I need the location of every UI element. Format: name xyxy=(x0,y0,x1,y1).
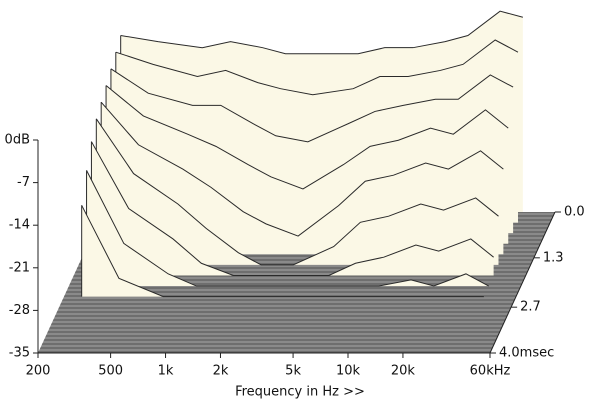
slice-fill xyxy=(81,205,484,297)
axes: 0dB -7 -14 -21 -28 -35 200 500 1k 2k 5k 10k 20k 60kHz… xyxy=(5,133,585,379)
x-tick-label: 20k xyxy=(391,364,416,379)
slice-line xyxy=(90,141,494,276)
x-tick-label: 2k xyxy=(213,364,229,379)
slice-line xyxy=(115,39,519,96)
slice-line xyxy=(100,101,504,237)
x-tick-label: 5k xyxy=(285,364,301,379)
slice-line xyxy=(95,118,499,266)
slice-fill xyxy=(96,118,499,265)
slice-line xyxy=(120,10,523,55)
surface xyxy=(81,10,523,298)
x-tick-label: 500 xyxy=(98,364,123,379)
y-tick-label: -35 xyxy=(9,346,30,361)
y-tick-label: 0dB xyxy=(5,133,30,148)
z-tick-label: 1.3 xyxy=(543,250,564,265)
y-tick-label: -7 xyxy=(17,175,30,190)
y-tick-label: -28 xyxy=(9,303,30,318)
slice-line xyxy=(81,205,484,298)
y-tick-label: -21 xyxy=(9,260,30,275)
slice-fill xyxy=(86,170,489,287)
x-axis-label: Frequency in Hz >> xyxy=(235,385,365,400)
x-tick-label: 10k xyxy=(336,364,361,379)
x-tick-label: 1k xyxy=(158,364,174,379)
x-tick-label: 200 xyxy=(26,364,51,379)
z-tick-label: 4.0msec xyxy=(499,346,554,361)
slice-line xyxy=(110,68,514,143)
z-tick-label: 0.0 xyxy=(564,205,585,220)
slice-line xyxy=(86,170,489,287)
y-tick-label: -14 xyxy=(9,218,30,233)
slice-line xyxy=(105,85,509,190)
x-tick-label: 60kHz xyxy=(470,364,511,379)
z-tick-label: 2.7 xyxy=(520,300,541,315)
z-axis xyxy=(489,211,556,354)
